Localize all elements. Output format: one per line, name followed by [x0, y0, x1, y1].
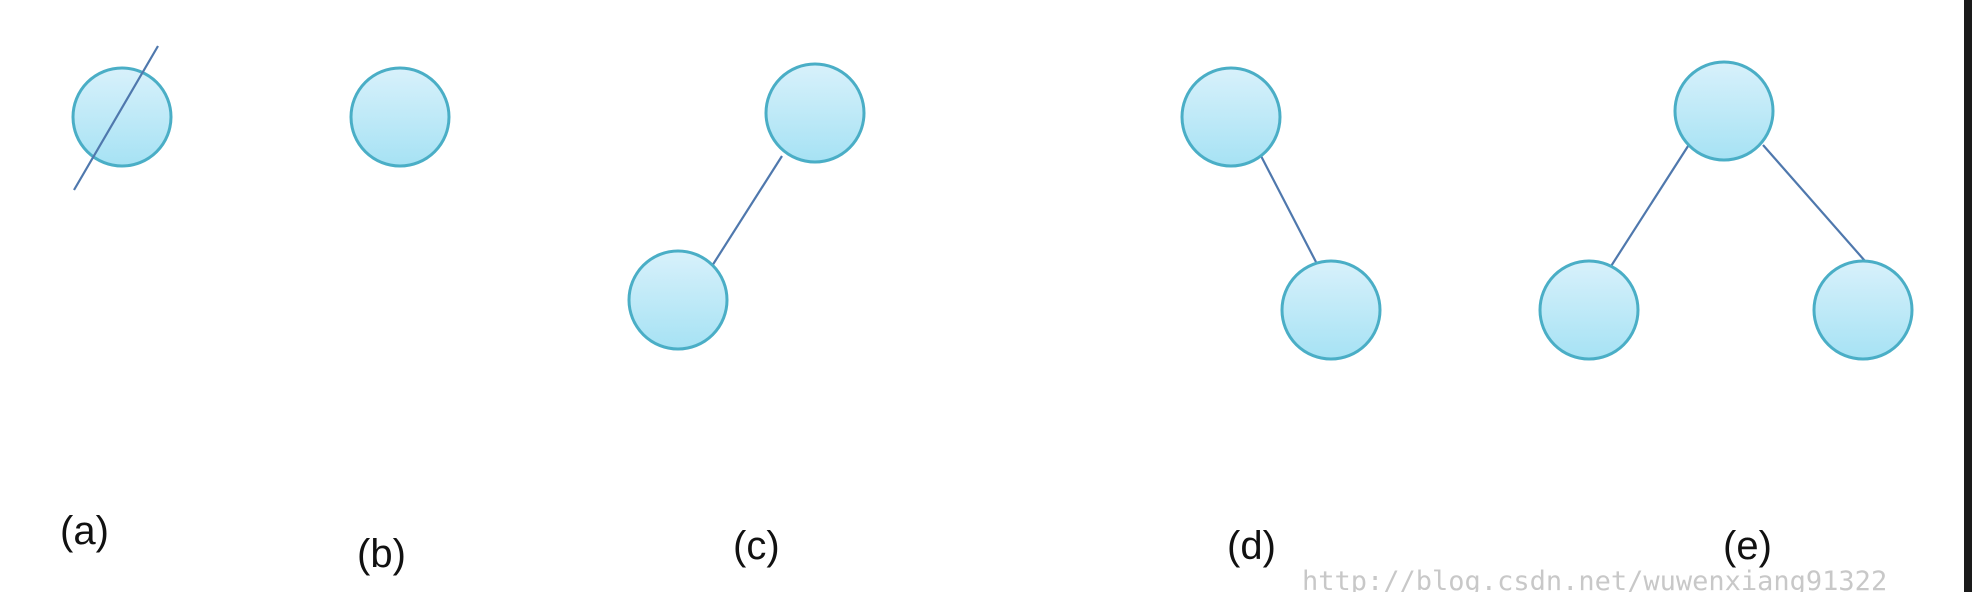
- tree-node: [764, 62, 866, 164]
- panel-label-e: (e): [1723, 524, 1772, 568]
- tree-edge: [711, 155, 783, 267]
- right-border: [1964, 0, 1972, 592]
- tree-node: [1280, 259, 1382, 361]
- tree-node: [627, 249, 729, 351]
- tree-edge: [1762, 144, 1866, 262]
- tree-node: [1180, 66, 1282, 168]
- panel-e: (e): [1538, 60, 1914, 568]
- tree-node: [349, 66, 451, 168]
- panel-label-d: (d): [1227, 524, 1276, 568]
- panel-c: (c): [627, 62, 866, 568]
- panel-a: (a): [60, 45, 173, 553]
- panel-d: (d): [1180, 66, 1382, 568]
- tree-node: [1538, 259, 1640, 361]
- tree-node: [71, 66, 173, 168]
- panel-b: (b): [349, 66, 451, 576]
- panel-label-b: (b): [357, 532, 406, 576]
- watermark-text: http://blog.csdn.net/wuwenxiang91322: [1302, 566, 1887, 592]
- tree-edge: [1259, 153, 1317, 263]
- tree-node: [1673, 60, 1775, 162]
- panel-label-a: (a): [60, 509, 109, 553]
- tree-node: [1812, 259, 1914, 361]
- tree-edge: [1605, 142, 1691, 275]
- strike-through-line: [73, 45, 159, 191]
- panel-label-c: (c): [733, 524, 780, 568]
